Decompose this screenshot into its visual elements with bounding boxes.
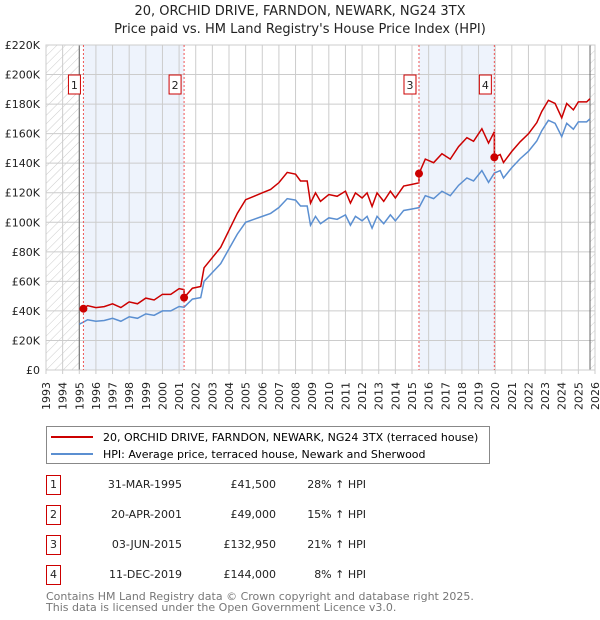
sale-label-box	[403, 74, 417, 95]
x-tick-label: 2005	[240, 382, 253, 410]
y-tick-label: £80K	[12, 246, 41, 259]
sale-label-box	[168, 74, 182, 95]
x-tick-label: 1995	[73, 382, 86, 410]
ownership-shade	[418, 45, 495, 370]
x-tick-label: 1996	[90, 382, 103, 410]
y-tick-label: £100K	[5, 216, 41, 229]
hpi-line	[78, 118, 591, 325]
x-tick-label: 2020	[489, 382, 502, 410]
x-tick-label: 2004	[223, 382, 236, 410]
y-tick-label: £220K	[5, 39, 41, 52]
y-tick-label: £200K	[5, 69, 41, 82]
sale-price: £49,000	[230, 508, 277, 521]
x-tick-label: 2012	[356, 382, 369, 410]
x-tick-label: 1999	[140, 382, 153, 410]
sale-price: £132,950	[223, 538, 277, 551]
sale-label: 2	[172, 79, 179, 92]
legend-item-hpi: HPI: Average price, terraced house, Newa…	[51, 447, 426, 461]
x-tick-label: 2015	[406, 382, 419, 410]
y-tick-label: £40K	[12, 305, 41, 318]
sale-date: 03-JUN-2015	[111, 538, 182, 551]
sale-point	[490, 153, 499, 162]
chart-title: 20, ORCHID DRIVE, FARNDON, NEWARK, NG24 …	[134, 4, 466, 19]
y-tick-label: £160K	[5, 128, 41, 141]
footer-licence: This data is licensed under the Open Gov…	[46, 601, 397, 614]
property-price-line	[82, 98, 591, 310]
x-tick-label: 2018	[456, 382, 469, 410]
x-tick-label: 2025	[572, 382, 585, 410]
x-tick-label: 2003	[206, 382, 219, 410]
sale-label: 4	[482, 79, 489, 92]
legend-item-property: 20, ORCHID DRIVE, FARNDON, NEWARK, NG24 …	[51, 430, 478, 444]
sale-price: £41,500	[230, 478, 277, 491]
sale-number: 4	[46, 565, 61, 585]
x-tick-label: 2024	[556, 382, 569, 410]
x-tick-label: 2022	[522, 382, 535, 410]
y-tick-label: £20K	[12, 334, 41, 347]
x-tick-label: 1993	[40, 382, 53, 410]
legend-swatch-red	[51, 436, 93, 438]
price-chart: 1993 1994 1995 1996 1997 1998 1999 2000 2001 2002…	[5, 39, 600, 410]
x-tick-label: 2001	[173, 382, 186, 410]
y-tick-label: £140K	[5, 157, 41, 170]
x-tick-label: 2013	[373, 382, 386, 410]
sale-point	[414, 169, 423, 178]
sale-hpi-change: 28% ↑ HPI	[307, 478, 366, 491]
sale-date: 20-APR-2001	[110, 508, 182, 521]
x-tick-label: 1998	[123, 382, 136, 410]
x-tick-label: 2009	[306, 382, 319, 410]
sale-price: £144,000	[223, 568, 277, 581]
x-tick-label: 2008	[290, 382, 303, 410]
sale-point	[180, 293, 189, 302]
x-tick-label: 2006	[256, 382, 269, 410]
sale-hpi-change: 21% ↑ HPI	[307, 538, 366, 551]
legend-swatch-blue	[51, 453, 93, 455]
x-tick-label: 2017	[439, 382, 452, 410]
sale-hpi-change: 15% ↑ HPI	[307, 508, 366, 521]
footer-copyright: Contains HM Land Registry data © Crown c…	[46, 590, 474, 603]
legend-label: 20, ORCHID DRIVE, FARNDON, NEWARK, NG24 …	[103, 430, 479, 444]
sale-number: 1	[46, 475, 61, 495]
sale-point	[79, 304, 88, 313]
x-tick-label: 1994	[57, 382, 70, 410]
x-tick-label: 2011	[339, 382, 352, 410]
plot-frame	[45, 44, 596, 371]
sale-label: 3	[406, 79, 413, 92]
sale-date: 11-DEC-2019	[108, 568, 182, 581]
sale-label: 1	[71, 79, 78, 92]
sale-number: 2	[46, 505, 61, 525]
x-tick-label: 2023	[539, 382, 552, 410]
y-tick-label: £0	[26, 364, 40, 377]
y-tick-label: £120K	[5, 187, 41, 200]
sale-date: 31-MAR-1995	[107, 478, 182, 491]
legend-label: HPI: Average price, terraced house, Newa…	[103, 447, 426, 461]
x-tick-label: 2026	[589, 382, 600, 410]
x-tick-label: 2002	[190, 382, 203, 410]
chart-subtitle: Price paid vs. HM Land Registry's House …	[114, 22, 486, 37]
x-tick-label: 2016	[423, 382, 436, 410]
ownership-shade	[83, 45, 185, 370]
sale-hpi-change: 8% ↑ HPI	[314, 568, 366, 581]
x-tick-label: 2007	[273, 382, 286, 410]
x-tick-label: 2021	[506, 382, 519, 410]
x-tick-label: 1997	[107, 382, 120, 410]
x-tick-label: 2000	[156, 382, 169, 410]
y-tick-label: £60K	[12, 275, 41, 288]
no-data-hatch-right	[590, 45, 595, 370]
y-tick-label: £180K	[5, 98, 41, 111]
x-tick-label: 2019	[473, 382, 486, 410]
x-tick-label: 2010	[323, 382, 336, 410]
sale-number: 3	[46, 535, 61, 555]
legend: 20, ORCHID DRIVE, FARNDON, NEWARK, NG24 …	[46, 426, 490, 464]
x-tick-label: 2014	[389, 382, 402, 410]
sale-label-box	[478, 74, 492, 95]
sale-label-box	[67, 74, 81, 95]
